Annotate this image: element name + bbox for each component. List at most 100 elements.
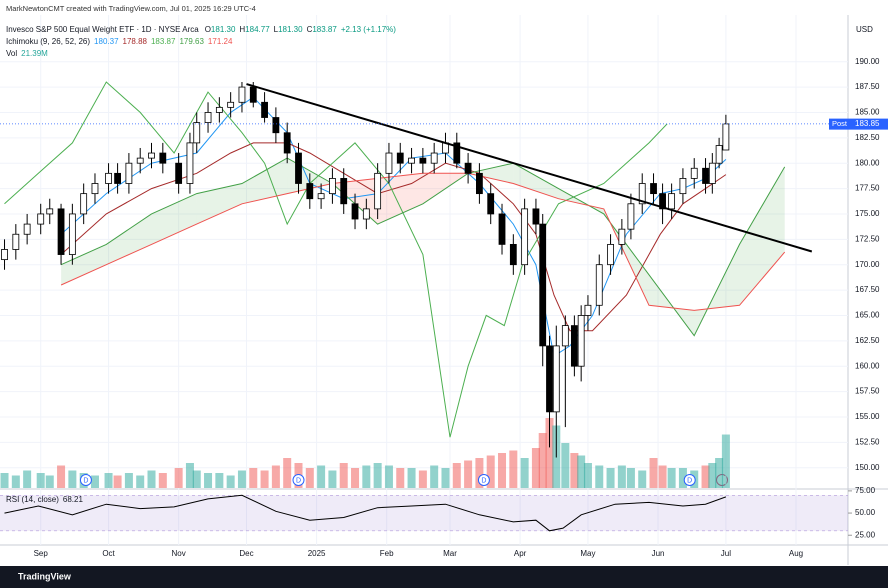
volume-bar — [708, 463, 717, 488]
candle-body — [249, 86, 257, 103]
dividend-marker — [79, 474, 92, 486]
x-tick-label: Sep — [34, 549, 49, 558]
ohlc-key: O — [205, 25, 211, 34]
candle-body — [68, 213, 76, 255]
candle-body — [385, 152, 393, 174]
candle-body — [306, 183, 314, 200]
ohlc-key: C — [307, 25, 313, 34]
dividend-label: D — [296, 477, 301, 484]
rsi-tick-label: 75.00 — [855, 486, 876, 495]
dividend-marker — [292, 474, 305, 486]
candle-body — [215, 106, 223, 113]
x-tick-label: Mar — [443, 549, 457, 558]
y-tick-label: 175.00 — [855, 209, 880, 218]
volume-bar — [204, 473, 213, 488]
brand: TradingView — [18, 571, 72, 581]
candle-body — [159, 152, 167, 164]
post-tag — [829, 118, 888, 130]
y-tick-label: 172.50 — [855, 234, 880, 243]
rsi-tick-label: 50.00 — [855, 508, 876, 517]
candle-body — [453, 142, 461, 164]
volume-bar — [226, 475, 235, 488]
volume-bar — [441, 468, 450, 488]
candle-body — [23, 223, 31, 235]
volume-bar — [185, 463, 194, 488]
volume-bar — [407, 468, 416, 488]
candle-body — [351, 203, 359, 220]
y-tick-label: 180.00 — [855, 158, 880, 167]
volume-bar — [57, 465, 66, 488]
candle-body — [570, 325, 578, 367]
change-value: +2.13 (+1.17%) — [341, 25, 396, 34]
volume-bar — [68, 470, 77, 488]
volume-bar — [570, 453, 579, 488]
ohlc-value: 183.87 — [312, 25, 337, 34]
candle-body — [12, 233, 20, 250]
post-value: 183.85 — [855, 119, 880, 128]
y-tick-label: 160.00 — [855, 361, 880, 370]
cloud-fill — [61, 244, 107, 285]
candle-body — [627, 203, 635, 230]
candle-body — [57, 208, 65, 255]
volume-bar — [36, 473, 45, 488]
ichimoku-value: 179.63 — [179, 37, 204, 46]
candle-body — [419, 157, 427, 164]
candle-body — [148, 152, 155, 159]
volume-bar — [538, 433, 547, 488]
candle-body — [595, 264, 603, 306]
candle-body — [1, 249, 8, 261]
ichimoku-value: 180.37 — [94, 37, 119, 46]
candle-body — [498, 213, 506, 245]
volume-bar — [11, 475, 20, 488]
volume-bar — [23, 470, 32, 488]
y-tick-label: 157.50 — [855, 387, 880, 396]
volume-bar — [283, 458, 292, 488]
candle-body — [362, 208, 370, 220]
x-tick-label: Jun — [652, 549, 665, 558]
dividend-label: D — [481, 477, 486, 484]
x-tick-label: Apr — [514, 549, 527, 558]
volume-bar — [104, 473, 113, 488]
volume-bar — [45, 475, 54, 488]
candle-body — [261, 101, 268, 118]
candle-body — [227, 101, 235, 108]
cloud-fill — [377, 173, 423, 225]
candle-body — [105, 172, 112, 184]
candle-body — [638, 183, 646, 205]
volume-bar — [638, 470, 647, 488]
ohlc-value: 181.30 — [211, 25, 236, 34]
candle-body — [659, 193, 666, 210]
volume-bar — [249, 468, 258, 488]
candle-body — [114, 172, 121, 184]
candle-body — [521, 208, 529, 266]
volume-bar — [715, 458, 724, 488]
volume-bar — [606, 468, 615, 488]
y-tick-label: 187.50 — [855, 82, 880, 91]
candle-body — [136, 157, 144, 164]
candle-body — [722, 123, 730, 151]
ichimoku-value: 183.87 — [151, 37, 176, 46]
x-tick-label: May — [580, 549, 595, 558]
x-tick-label: 2025 — [308, 549, 326, 558]
x-tick-label: Oct — [102, 549, 115, 558]
y-tick-label: 170.00 — [855, 260, 880, 269]
dividend-label: D — [83, 477, 88, 484]
candle-body — [708, 162, 716, 184]
rsi-legend: RSI (14, close) 68.21 — [6, 495, 83, 504]
candle-body — [539, 223, 547, 347]
y-tick-label: 152.50 — [855, 437, 880, 446]
y-tick-label: 162.50 — [855, 336, 880, 345]
rsi-tick-label: 25.00 — [855, 530, 876, 539]
candle-body — [396, 152, 404, 164]
volume-bar — [658, 465, 667, 488]
volume-bar — [545, 418, 554, 488]
y-tick-label: 167.50 — [855, 285, 880, 294]
rsi-name: RSI (14, close) — [6, 495, 59, 504]
created-by: MarkNewtonCMT created with TradingView.c… — [6, 4, 256, 13]
volume-bar — [124, 473, 133, 488]
candle-body — [317, 193, 325, 200]
x-tick-label: Dec — [239, 549, 253, 558]
candle-body — [618, 228, 626, 245]
volume-bar — [583, 463, 592, 488]
symbol-name: Invesco S&P 500 Equal Weight ETF · 1D · … — [6, 25, 199, 34]
